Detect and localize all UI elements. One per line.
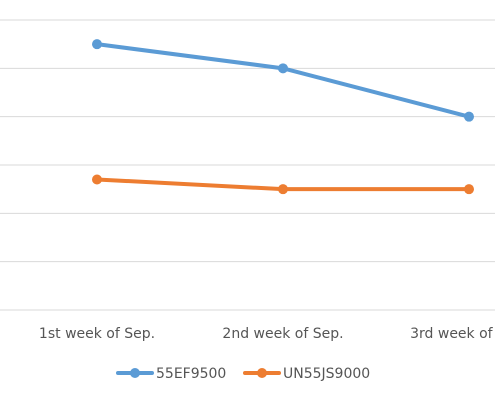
x-tick-label: 2nd week of Sep. [222, 326, 343, 342]
legend-label-un55js9000: UN55JS9000 [283, 366, 370, 382]
x-tick-label: 1st week of Sep. [39, 326, 155, 342]
x-axis-tick-labels: 1st week of Sep. 2nd week of Sep. 3rd week… [39, 326, 495, 342]
legend-label-55ef9500: 55EF9500 [156, 366, 226, 382]
data-point-un55js9000-0 [92, 174, 102, 185]
data-point-55ef9500-0 [92, 39, 102, 50]
data-point-un55js9000-2 [464, 184, 474, 195]
legend: 55EF9500 UN55JS9000 [116, 366, 370, 382]
data-point-55ef9500-1 [278, 63, 288, 74]
legend-marker-un55js9000 [257, 368, 267, 378]
x-tick-label: 3rd week of Sep. [410, 326, 495, 342]
legend-marker-55ef9500 [130, 368, 140, 378]
series-layer [92, 39, 474, 195]
series-line-55ef9500 [95, 42, 471, 119]
data-point-55ef9500-2 [464, 111, 474, 122]
data-point-un55js9000-1 [278, 184, 288, 195]
gridlines [0, 19, 495, 311]
